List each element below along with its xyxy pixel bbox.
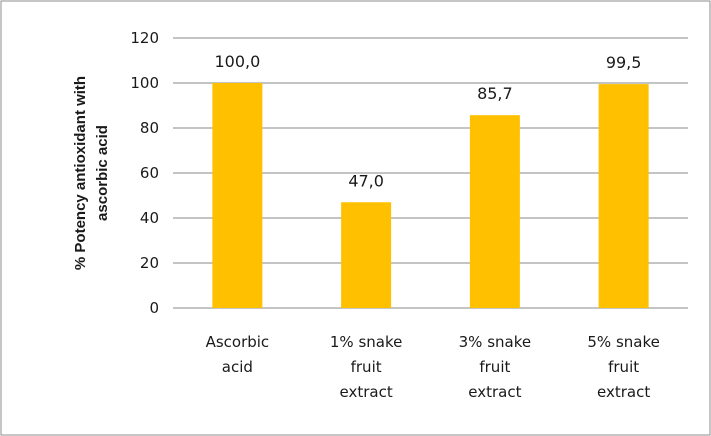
bar [212, 83, 263, 308]
data-label: 47,0 [348, 171, 384, 190]
y-axis-ticks: 0 20 40 60 80 100 120 [130, 29, 159, 317]
category-label-line: fruit [608, 358, 639, 376]
bar [598, 84, 649, 308]
data-label: 85,7 [477, 84, 513, 103]
category-label-line: 3% snake [459, 333, 531, 351]
bar [341, 202, 392, 308]
category-label-line: 1% snake [330, 333, 402, 351]
category-label: 1% snake fruit extract [330, 333, 402, 401]
y-axis-title-line: % Potency antioxidant with [72, 76, 89, 270]
category-label-line: acid [222, 358, 253, 376]
y-tick-label: 100 [130, 74, 159, 92]
data-label: 100,0 [214, 52, 260, 71]
y-tick-label: 60 [140, 164, 159, 182]
y-tick-label: 120 [130, 29, 159, 47]
category-label-line: 5% snake [587, 333, 659, 351]
category-label-line: fruit [351, 358, 382, 376]
y-tick-label: 80 [140, 119, 159, 137]
category-label: Ascorbic acid [206, 333, 270, 376]
category-label: 3% snake fruit extract [459, 333, 531, 401]
category-label-line: extract [597, 383, 650, 401]
data-label: 99,5 [606, 53, 642, 72]
bar [469, 115, 520, 308]
y-axis-title-line: ascorbic acid [94, 125, 111, 221]
category-label-line: Ascorbic [206, 333, 270, 351]
category-label-line: extract [340, 383, 393, 401]
category-label-line: fruit [479, 358, 510, 376]
y-tick-label: 40 [140, 209, 159, 227]
category-label: 5% snake fruit extract [587, 333, 659, 401]
y-axis-title-text: % Potency antioxidant with ascorbic acid [72, 76, 111, 270]
category-label-line: extract [468, 383, 521, 401]
data-labels: 100,0 47,0 85,7 99,5 [214, 52, 641, 190]
y-tick-label: 20 [140, 254, 159, 272]
bars [212, 83, 649, 308]
y-tick-label: 0 [149, 299, 159, 317]
y-axis-title: % Potency antioxidant with ascorbic acid [72, 76, 111, 270]
